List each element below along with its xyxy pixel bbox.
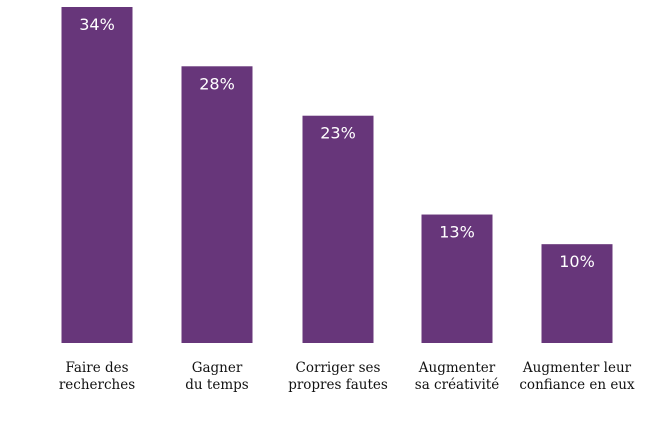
value-labels-group: 34% 28% 23% 13% 10%	[79, 15, 595, 271]
bar-5	[541, 244, 613, 343]
value-label-1: 34%	[79, 15, 115, 34]
category-label-2-line-1: Gagner	[192, 360, 243, 376]
category-label-2-line-2: du temps	[185, 377, 248, 393]
bar-3	[302, 115, 374, 344]
bar-1	[61, 7, 133, 343]
value-label-2: 28%	[199, 74, 235, 93]
category-label-5-line-1: Augmenter leur	[522, 360, 632, 376]
bar-4	[421, 214, 493, 343]
bar-2	[181, 66, 253, 343]
category-label-3-line-2: propres fautes	[288, 377, 388, 393]
bars-group	[61, 7, 613, 344]
category-label-5-line-2: confiance en eux	[519, 377, 635, 393]
category-label-3-line-1: Corriger ses	[296, 360, 381, 376]
category-label-4-line-1: Augmenter	[418, 360, 496, 376]
value-label-4: 13%	[439, 223, 475, 242]
category-label-4-line-2: sa créativité	[415, 377, 499, 393]
value-label-3: 23%	[320, 124, 356, 143]
category-label-1-line-1: Faire des	[65, 360, 128, 376]
value-label-5: 10%	[559, 252, 595, 271]
category-label-1-line-2: recherches	[59, 377, 135, 393]
